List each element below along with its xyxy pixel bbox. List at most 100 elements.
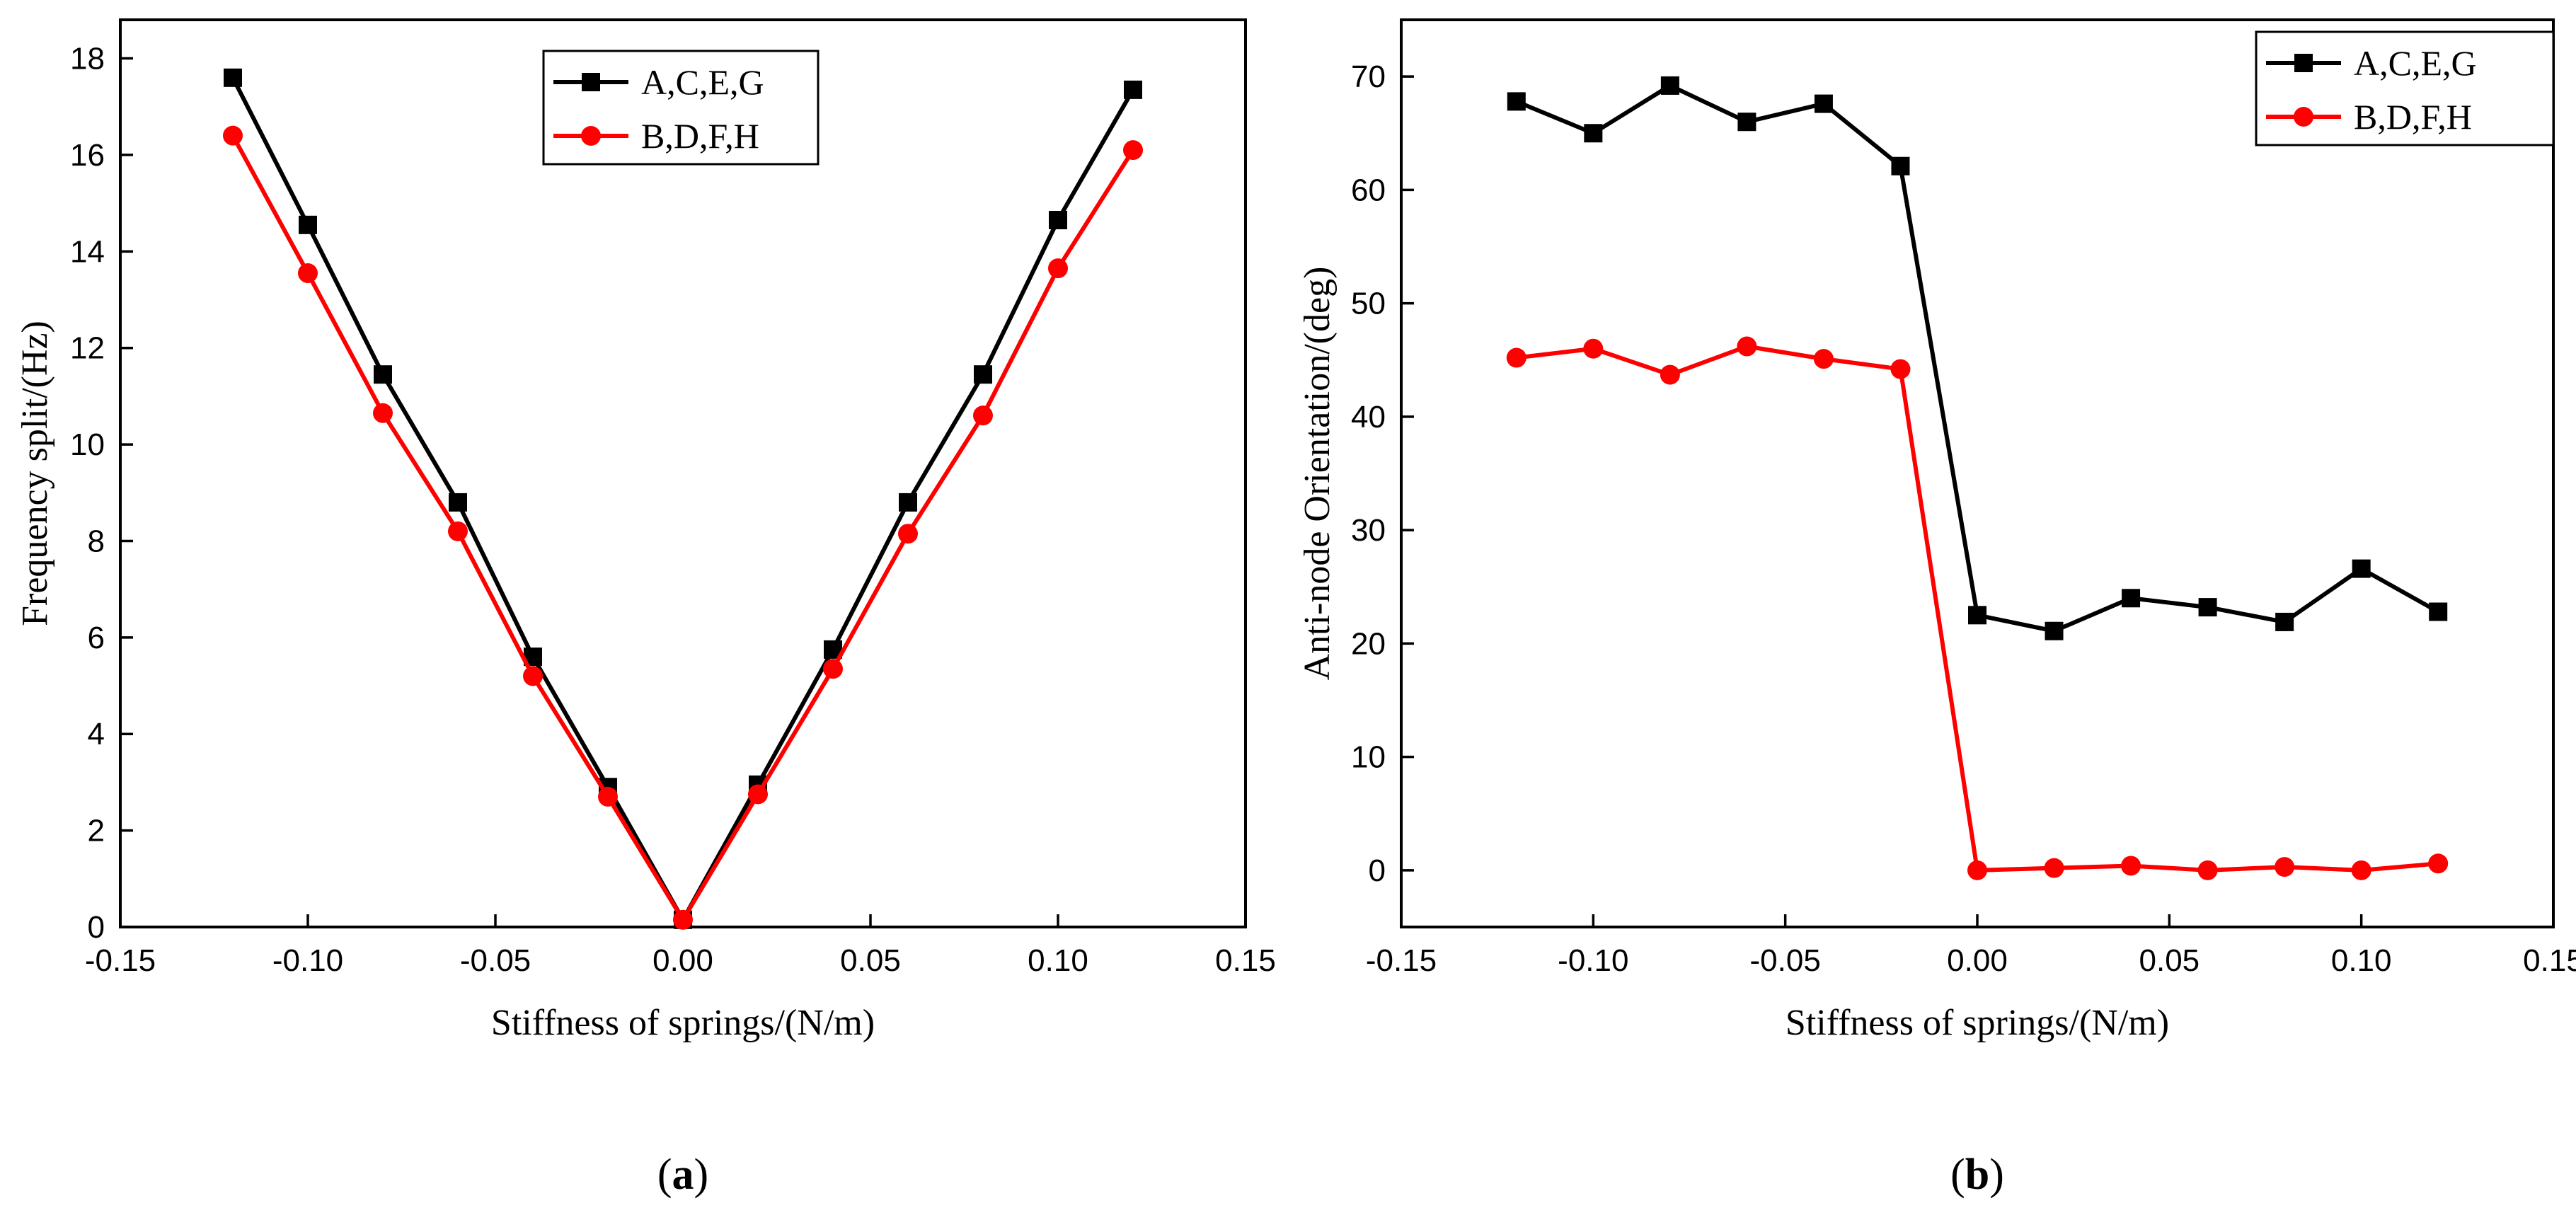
data-point-circle [823, 659, 843, 679]
data-point-circle [523, 666, 543, 686]
data-point-circle [298, 263, 318, 284]
y-tick-label: 16 [70, 138, 105, 173]
panel-label-open: ( [1950, 1151, 1965, 1199]
data-point-square [2429, 602, 2448, 621]
series-line-1 [231, 76, 1135, 922]
panel-label: (b) [1950, 1151, 2004, 1199]
x-tick-label: 0.05 [840, 943, 901, 978]
data-point-circle [1583, 338, 1604, 359]
data-point-circle [2428, 853, 2449, 874]
data-point-square [1049, 210, 1067, 229]
data-point-circle [448, 521, 468, 541]
data-point-circle [748, 784, 768, 805]
data-point-circle [2044, 858, 2064, 878]
x-axis-title: Stiffness of springs/(N/m) [1786, 1003, 2169, 1043]
data-point-circle [2121, 856, 2141, 876]
data-point-square [974, 365, 992, 384]
data-point-circle [898, 524, 918, 544]
data-point-square [2352, 559, 2371, 578]
data-point-square [1814, 94, 1833, 113]
panel-label-close: ) [1989, 1151, 2004, 1199]
legend-marker-circle [2294, 107, 2313, 127]
y-tick-label: 4 [88, 717, 105, 752]
x-tick-label: -0.05 [460, 943, 531, 978]
chart-panel-b: -0.15 -0.10 -0.05 0.00 0.05 0.10 0.15 0 10 20 30 40… [1297, 18, 2576, 1199]
data-point-square [374, 365, 392, 384]
x-tick-label: 0.00 [1947, 943, 2008, 978]
y-tick-label: 12 [70, 331, 105, 366]
x-tick-label: 0.00 [652, 943, 713, 978]
x-tick-label: -0.15 [85, 943, 156, 978]
data-point-circle [1660, 364, 1680, 385]
data-point-square [1737, 113, 1756, 132]
legend-label: B,D,F,H [641, 116, 759, 156]
chart-panel-a: -0.15 -0.10 -0.05 0.00 0.05 0.10 0.15 0 2 4 6 8 10 12… [15, 18, 1276, 1199]
y-tick-label: 50 [1351, 287, 1386, 321]
x-tick-label: -0.05 [1750, 943, 1821, 978]
data-point-circle [598, 786, 618, 807]
data-point-square [2275, 612, 2294, 631]
y-tick-label: 18 [70, 42, 105, 76]
y-tick-label: 30 [1351, 513, 1386, 548]
data-point-square [899, 493, 917, 512]
panel-label-open: ( [657, 1151, 672, 1199]
data-point-square [1124, 80, 1142, 99]
data-point-square [2198, 598, 2217, 617]
data-point-circle [2351, 860, 2371, 880]
data-point-square [1891, 156, 1910, 175]
y-tick-label: 0 [1369, 853, 1386, 888]
x-axis-title: Stiffness of springs/(N/m) [491, 1003, 875, 1043]
data-point-square [299, 215, 317, 234]
x-tick-label: 0.15 [1215, 943, 1276, 978]
y-tick-label: 10 [1351, 740, 1386, 775]
y-tick-label: 0 [88, 910, 105, 945]
data-point-circle [1048, 258, 1068, 279]
series-line-2 [231, 134, 1135, 922]
data-point-square [1660, 76, 1679, 95]
legend-marker-square [2294, 54, 2313, 72]
y-axis-title: Anti-node Orientation/(deg) [1297, 267, 1338, 681]
legend-label: A,C,E,G [2354, 43, 2477, 83]
panel-label: (a) [657, 1151, 708, 1199]
y-tick-label: 14 [70, 234, 105, 269]
x-tick-label: -0.10 [1558, 943, 1628, 978]
data-point-square [1507, 92, 1526, 111]
data-point-circle [373, 403, 393, 423]
data-point-circle [973, 405, 993, 426]
data-point-circle [1813, 349, 1834, 369]
data-point-circle [223, 125, 243, 146]
data-point-circle [1890, 359, 1911, 379]
data-point-circle [1967, 860, 1987, 880]
series-line-1 [1515, 83, 2439, 633]
panel-label-letter: a [672, 1151, 694, 1199]
data-point-square [2045, 621, 2064, 640]
data-point-circle [673, 909, 693, 930]
legend-marker-square [582, 73, 600, 91]
y-tick-label: 60 [1351, 173, 1386, 207]
data-point-circle [1506, 347, 1526, 368]
y-tick-label: 40 [1351, 400, 1386, 434]
panel-label-close: ) [694, 1151, 709, 1199]
data-point-square [2122, 589, 2141, 608]
x-tick-label: 0.15 [2523, 943, 2576, 978]
legend-label: B,D,F,H [2354, 97, 2472, 137]
data-point-circle [1737, 336, 1757, 357]
plot-frame [1400, 18, 2555, 928]
legend-marker-circle [581, 126, 601, 146]
y-tick-label: 70 [1351, 59, 1386, 94]
y-tick-label: 2 [88, 814, 105, 848]
data-point-square [449, 493, 467, 512]
legend-label: A,C,E,G [641, 62, 764, 102]
x-tick-label: -0.10 [272, 943, 343, 978]
y-axis-title: Frequency split/(Hz) [15, 321, 55, 626]
data-point-circle [1123, 140, 1143, 161]
x-tick-label: 0.10 [1028, 943, 1088, 978]
y-tick-label: 6 [88, 621, 105, 655]
panel-label-letter: b [1965, 1151, 1989, 1199]
x-tick-label: 0.05 [2139, 943, 2200, 978]
x-tick-label: 0.10 [2331, 943, 2392, 978]
x-tick-label: -0.15 [1366, 943, 1437, 978]
data-point-circle [2275, 857, 2295, 877]
y-tick-label: 20 [1351, 626, 1386, 661]
